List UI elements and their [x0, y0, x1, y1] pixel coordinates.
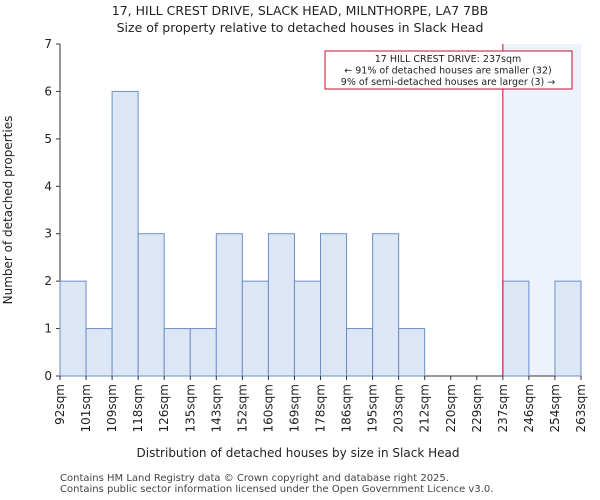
bar — [111, 90, 139, 377]
annotation-box — [324, 50, 573, 90]
x-tick-label: 220sqm — [444, 384, 458, 432]
y-tick-label: 5 — [44, 132, 52, 146]
annotation-line: 17 HILL CREST DRIVE: 237sqm — [375, 54, 522, 65]
y-tick-label: 1 — [44, 322, 52, 336]
x-tick-label: 169sqm — [287, 384, 301, 432]
bar — [267, 233, 295, 377]
x-tick-label: 186sqm — [340, 384, 354, 432]
bar — [372, 233, 400, 377]
bar — [320, 233, 348, 377]
x-tick-label: 101sqm — [79, 384, 93, 432]
x-tick-label: 135sqm — [183, 384, 197, 432]
x-tick-label: 92sqm — [53, 384, 67, 425]
x-tick-label: 237sqm — [496, 384, 510, 432]
bar — [137, 233, 165, 377]
bar — [554, 280, 582, 377]
chart-title: 17, HILL CREST DRIVE, SLACK HEAD, MILNTH… — [111, 3, 489, 18]
x-tick-label: 254sqm — [548, 384, 562, 432]
chart-subtitle: Size of property relative to detached ho… — [116, 20, 484, 35]
x-tick-label: 152sqm — [235, 384, 249, 432]
x-tick-label: 246sqm — [522, 384, 536, 432]
histogram-chart: 0 1 2 3 4 5 6 7 92sqm 101sqm 109sqm 118sqm 126sqm 135… — [1, 37, 588, 460]
footer-line-2: Contains public sector information licen… — [60, 484, 494, 495]
bar — [502, 280, 530, 377]
x-tick-label: 203sqm — [392, 384, 406, 432]
bar — [398, 328, 426, 377]
x-tick-label: 160sqm — [261, 384, 275, 432]
x-tick-label: 229sqm — [470, 384, 484, 432]
x-tick-label: 263sqm — [574, 384, 588, 432]
x-tick-label: 118sqm — [131, 384, 145, 432]
y-tick-label: 0 — [44, 369, 52, 383]
bar — [59, 280, 87, 377]
footer-line-1: Contains HM Land Registry data © Crown c… — [60, 473, 449, 484]
y-tick-label: 7 — [44, 37, 52, 51]
x-tick-label: 212sqm — [418, 384, 432, 432]
x-tick-label: 195sqm — [366, 384, 380, 432]
x-tick-label: 143sqm — [209, 384, 223, 432]
annotation-line: ← 91% of detached houses are smaller (32… — [344, 66, 551, 77]
y-tick-label: 4 — [44, 179, 52, 193]
bar — [215, 233, 243, 377]
annotation-line: 9% of semi-detached houses are larger (3… — [341, 77, 555, 88]
x-tick-label: 109sqm — [105, 384, 119, 432]
y-axis-label: Number of detached properties — [1, 116, 15, 305]
x-tick-label: 178sqm — [314, 384, 328, 432]
x-axis-label: Distribution of detached houses by size … — [137, 446, 460, 460]
bar — [85, 328, 113, 377]
bar — [293, 280, 322, 377]
bar — [163, 328, 191, 377]
bar — [241, 280, 269, 377]
y-tick-label: 6 — [44, 84, 52, 98]
y-tick-label: 2 — [44, 274, 52, 288]
bar — [346, 328, 374, 377]
bar — [189, 328, 217, 377]
y-tick-label: 3 — [44, 227, 52, 241]
x-tick-label: 126sqm — [157, 384, 171, 432]
